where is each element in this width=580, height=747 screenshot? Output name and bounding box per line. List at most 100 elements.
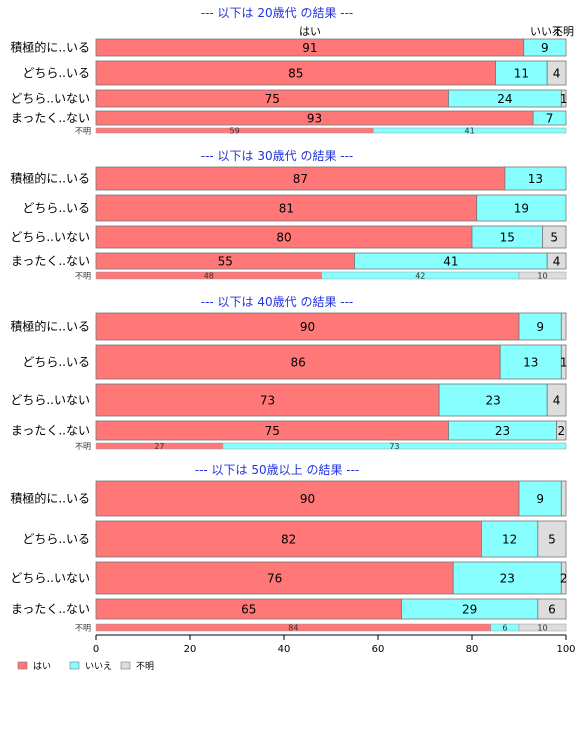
bar-segment-no <box>499 344 562 380</box>
bar-segment-unknown <box>560 89 567 108</box>
x-tick-label: 20 <box>184 644 197 655</box>
bar-segment-unknown <box>518 271 567 280</box>
data-label: 23 <box>495 424 510 438</box>
row-label: 積極的に..いる <box>10 171 90 186</box>
x-tick-label: 80 <box>466 644 479 655</box>
data-label: 19 <box>514 202 529 216</box>
x-tick-label: 100 <box>556 644 575 655</box>
row-label-unknown: 不明 <box>75 624 91 633</box>
data-label: 82 <box>281 533 296 547</box>
column-header-no: いいえ <box>530 25 563 38</box>
legend-label: いいえ <box>85 661 112 672</box>
data-label: 13 <box>523 356 538 370</box>
panel-title: --- 以下は 20歳代 の結果 --- <box>201 6 354 20</box>
data-label: 42 <box>415 272 425 281</box>
bar-segment-unknown <box>518 623 567 632</box>
bar-segment-no <box>452 561 562 595</box>
row-label: まったく..ない <box>11 254 90 268</box>
data-label: 85 <box>288 67 303 81</box>
data-label: 9 <box>536 320 544 334</box>
x-tick-label: 60 <box>372 644 385 655</box>
data-label: 15 <box>500 231 515 245</box>
data-label: 1 <box>560 356 568 370</box>
bar-segment-no <box>480 520 539 558</box>
row-label: まったく..ない <box>11 424 90 438</box>
data-label: 12 <box>502 533 517 547</box>
bar-segment-unknown <box>542 225 567 249</box>
data-label: 9 <box>536 492 544 506</box>
bar-segment-no <box>373 127 567 134</box>
bar-segment-no <box>438 383 548 417</box>
row-label: どちら..いない <box>10 393 90 407</box>
column-header-unknown: 不明 <box>552 25 574 38</box>
data-label: 65 <box>241 603 256 617</box>
bar-segment-unknown <box>560 312 567 341</box>
bar-segment-unknown <box>537 520 567 558</box>
data-label: 24 <box>497 92 512 106</box>
legend-label: はい <box>33 661 51 672</box>
legend-swatch <box>69 661 80 670</box>
bar-segment-no <box>222 442 567 450</box>
x-tick-label: 40 <box>278 644 291 655</box>
legend-swatch <box>17 661 28 670</box>
row-label-unknown: 不明 <box>75 127 91 136</box>
row-label: どちら..いない <box>10 92 90 106</box>
bar-segment-yes <box>95 312 520 341</box>
data-label: 27 <box>154 442 164 451</box>
row-label-unknown: 不明 <box>75 272 91 281</box>
x-tick-label: 0 <box>93 644 99 655</box>
bar-segment-no <box>504 166 567 191</box>
panel-title: --- 以下は 40歳代 の結果 --- <box>201 295 354 309</box>
bar-segment-unknown <box>556 420 567 441</box>
bar-segment-no <box>495 60 548 86</box>
data-label: 55 <box>218 255 233 269</box>
bar-segment-no <box>523 38 567 57</box>
bar-segment-unknown <box>546 383 567 417</box>
data-label: 90 <box>300 492 315 506</box>
data-label: 23 <box>500 572 515 586</box>
data-label: 41 <box>465 127 475 136</box>
row-label: まったく..ない <box>11 602 90 616</box>
bar-segment-unknown <box>560 561 567 595</box>
data-label: 80 <box>276 231 291 245</box>
legend-label: 不明 <box>136 661 154 672</box>
panel-title: --- 以下は 50歳以上 の結果 --- <box>195 463 360 477</box>
data-label: 9 <box>541 41 549 55</box>
data-label: 41 <box>443 255 458 269</box>
legend-swatch <box>120 661 131 670</box>
data-label: 4 <box>553 394 561 408</box>
data-label: 87 <box>293 172 308 186</box>
data-label: 29 <box>462 603 477 617</box>
column-header-yes: はい <box>299 25 321 38</box>
bar-segment-unknown <box>537 598 567 620</box>
row-label: 積極的に..いる <box>10 319 90 334</box>
panel-title: --- 以下は 30歳代 の結果 --- <box>201 149 354 163</box>
data-label: 73 <box>389 442 399 451</box>
row-label-unknown: 不明 <box>75 442 91 451</box>
data-label: 2 <box>560 572 568 586</box>
data-label: 75 <box>265 92 280 106</box>
bar-segment-unknown <box>560 480 567 517</box>
data-label: 10 <box>537 624 547 633</box>
bar-segment-yes <box>95 383 440 417</box>
data-label: 90 <box>300 320 315 334</box>
data-label: 1 <box>560 92 568 106</box>
data-label: 59 <box>230 127 240 136</box>
data-label: 73 <box>260 394 275 408</box>
data-label: 81 <box>279 202 294 216</box>
row-label: 積極的に..いる <box>10 40 90 55</box>
bar-segment-no <box>476 194 567 222</box>
data-label: 86 <box>290 356 305 370</box>
data-label: 23 <box>486 394 501 408</box>
data-label: 13 <box>528 172 543 186</box>
row-label: まったく..ない <box>11 111 90 125</box>
row-label: どちら..いる <box>22 532 90 546</box>
data-label: 2 <box>557 424 565 438</box>
data-label: 6 <box>548 603 556 617</box>
data-label: 5 <box>550 231 558 245</box>
row-label: どちら..いる <box>22 355 90 369</box>
data-label: 7 <box>546 112 554 126</box>
row-label: 積極的に..いる <box>10 491 90 506</box>
data-label: 4 <box>553 67 561 81</box>
